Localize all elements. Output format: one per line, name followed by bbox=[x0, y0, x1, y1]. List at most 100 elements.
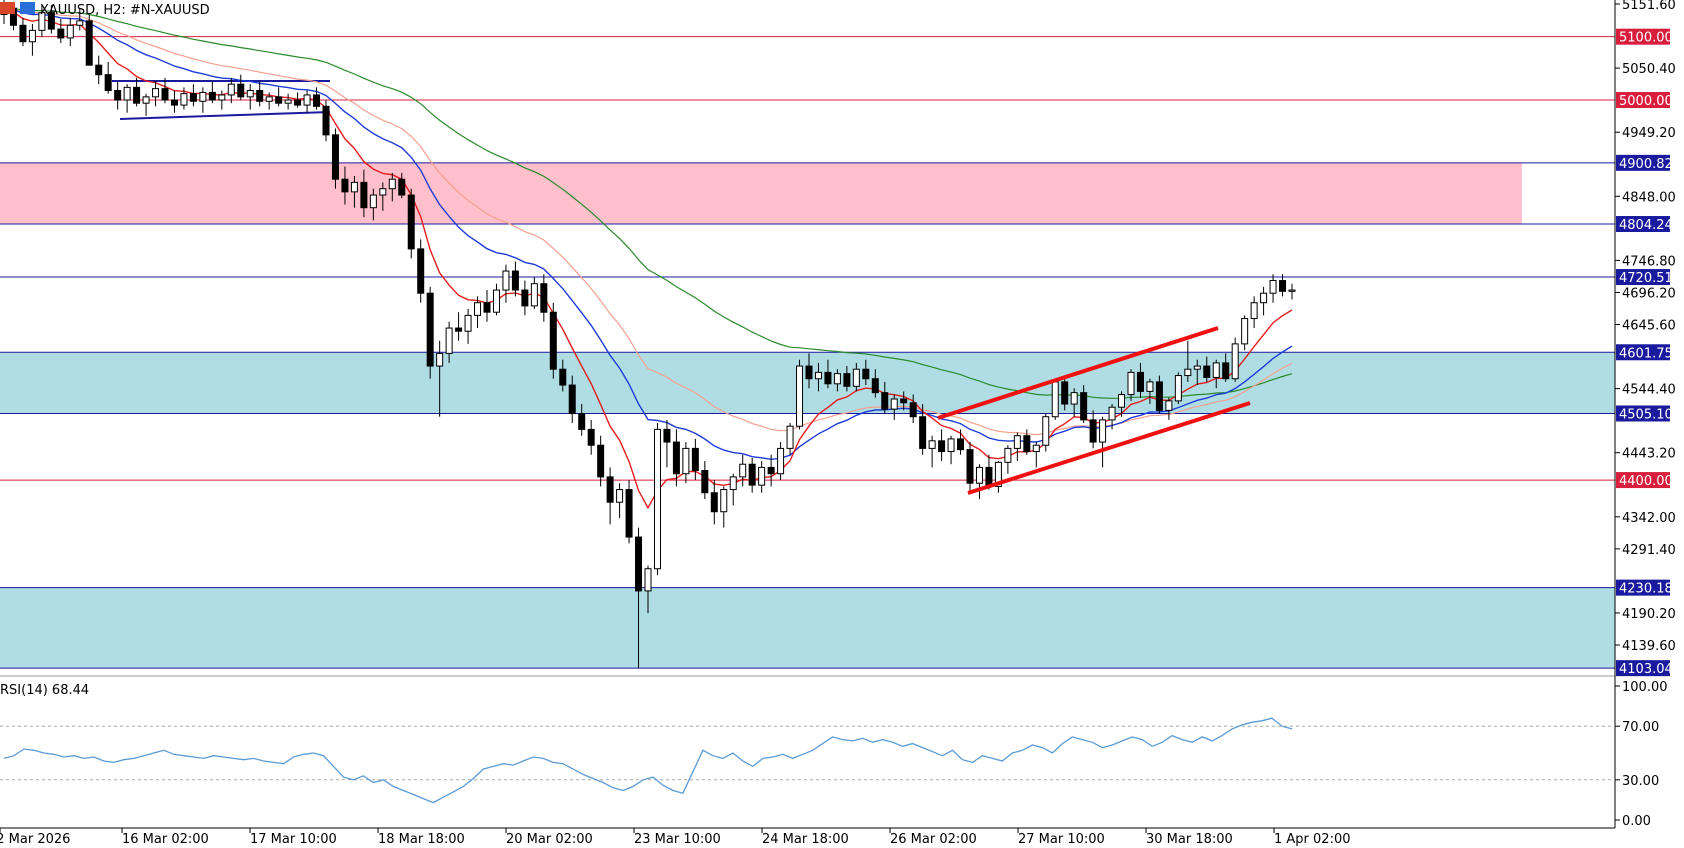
candle-body[interactable] bbox=[900, 398, 908, 404]
candle-body[interactable] bbox=[786, 425, 794, 449]
candle-body[interactable] bbox=[436, 352, 444, 367]
candle-body[interactable] bbox=[275, 96, 283, 104]
candle-body[interactable] bbox=[218, 94, 226, 101]
candle-body[interactable] bbox=[1269, 280, 1277, 294]
candle-body[interactable] bbox=[1279, 280, 1287, 292]
zone-support-2[interactable] bbox=[0, 587, 1615, 669]
candle-body[interactable] bbox=[170, 99, 178, 106]
candle-body[interactable] bbox=[294, 99, 302, 106]
candle-body[interactable] bbox=[180, 93, 188, 106]
candle-body[interactable] bbox=[474, 302, 482, 316]
candle-body[interactable] bbox=[1108, 406, 1116, 421]
candle-body[interactable] bbox=[710, 492, 718, 513]
candle-body[interactable] bbox=[341, 178, 349, 193]
candle-body[interactable] bbox=[265, 96, 273, 102]
candle-body[interactable] bbox=[1146, 381, 1154, 392]
candle-body[interactable] bbox=[1089, 419, 1097, 443]
candle-body[interactable] bbox=[1136, 371, 1144, 392]
candle-body[interactable] bbox=[417, 248, 425, 294]
candle-body[interactable] bbox=[208, 91, 216, 101]
candle-body[interactable] bbox=[606, 476, 614, 503]
candle-body[interactable] bbox=[843, 373, 851, 387]
candle-body[interactable] bbox=[1127, 371, 1135, 396]
box-bottom-line[interactable] bbox=[119, 111, 331, 120]
candle-body[interactable] bbox=[379, 188, 387, 196]
candle-body[interactable] bbox=[672, 441, 680, 475]
candle-body[interactable] bbox=[1032, 444, 1040, 453]
ma-red-line[interactable] bbox=[3, 7, 1293, 510]
candle-body[interactable] bbox=[313, 94, 321, 107]
candle-body[interactable] bbox=[511, 270, 519, 291]
zone-support-1[interactable] bbox=[0, 352, 1615, 414]
candle-body[interactable] bbox=[540, 283, 548, 313]
candle-body[interactable] bbox=[975, 466, 983, 484]
candle-body[interactable] bbox=[729, 476, 737, 491]
candle-body[interactable] bbox=[76, 20, 84, 26]
candle-body[interactable] bbox=[483, 302, 491, 313]
candle-body[interactable] bbox=[1231, 343, 1239, 380]
candle-body[interactable] bbox=[852, 368, 860, 387]
zone-resistance-0[interactable] bbox=[0, 162, 1522, 225]
candle-body[interactable] bbox=[388, 178, 396, 190]
candle-body[interactable] bbox=[919, 416, 927, 449]
candle-body[interactable] bbox=[748, 463, 756, 486]
candle-body[interactable] bbox=[720, 489, 728, 513]
candle-body[interactable] bbox=[57, 28, 65, 39]
candle-body[interactable] bbox=[824, 371, 832, 385]
candle-body[interactable] bbox=[966, 449, 974, 484]
candle-body[interactable] bbox=[47, 12, 55, 30]
candle-body[interactable] bbox=[1250, 302, 1258, 320]
candle-body[interactable] bbox=[66, 24, 74, 39]
candle-body[interactable] bbox=[114, 90, 122, 101]
candle-body[interactable] bbox=[871, 378, 879, 394]
candle-body[interactable] bbox=[994, 461, 1002, 487]
candle-body[interactable] bbox=[635, 536, 643, 592]
candle-body[interactable] bbox=[938, 440, 946, 453]
candle-body[interactable] bbox=[142, 96, 150, 104]
candle-body[interactable] bbox=[1212, 362, 1220, 378]
candle-body[interactable] bbox=[284, 99, 292, 104]
candle-body[interactable] bbox=[568, 384, 576, 415]
candle-body[interactable] bbox=[1155, 381, 1163, 411]
candle-body[interactable] bbox=[530, 283, 538, 307]
candle-body[interactable] bbox=[350, 181, 358, 193]
candle-body[interactable] bbox=[682, 447, 690, 475]
candle-body[interactable] bbox=[587, 428, 595, 446]
candle-body[interactable] bbox=[1193, 365, 1201, 370]
candle-body[interactable] bbox=[644, 568, 652, 592]
candle-body[interactable] bbox=[161, 88, 169, 101]
candle-body[interactable] bbox=[152, 88, 160, 98]
candle-body[interactable] bbox=[1099, 419, 1107, 443]
candle-body[interactable] bbox=[1288, 289, 1296, 292]
ma-blue-line[interactable] bbox=[3, 7, 1293, 461]
candle-body[interactable] bbox=[256, 90, 264, 102]
candle-body[interactable] bbox=[1061, 381, 1069, 405]
candle-body[interactable] bbox=[909, 402, 917, 418]
candle-body[interactable] bbox=[1070, 392, 1078, 405]
candle-body[interactable] bbox=[303, 94, 311, 106]
candle-body[interactable] bbox=[455, 327, 463, 332]
candle-body[interactable] bbox=[189, 93, 197, 102]
candle-body[interactable] bbox=[814, 371, 822, 380]
candle-body[interactable] bbox=[1222, 362, 1230, 380]
candle-body[interactable] bbox=[398, 178, 406, 196]
candle-body[interactable] bbox=[805, 365, 813, 380]
candle-body[interactable] bbox=[701, 470, 709, 494]
candle-body[interactable] bbox=[616, 489, 624, 503]
candle-body[interactable] bbox=[360, 181, 368, 209]
candle-body[interactable] bbox=[85, 20, 93, 66]
candle-body[interactable] bbox=[28, 29, 36, 43]
candle-body[interactable] bbox=[38, 12, 46, 31]
candle-body[interactable] bbox=[237, 83, 245, 98]
candle-body[interactable] bbox=[1004, 447, 1012, 463]
candle-body[interactable] bbox=[227, 83, 235, 96]
candle-body[interactable] bbox=[369, 194, 377, 209]
candle-body[interactable] bbox=[777, 447, 785, 475]
candle-body[interactable] bbox=[521, 289, 529, 307]
candle-body[interactable] bbox=[890, 398, 898, 410]
candle-body[interactable] bbox=[928, 440, 936, 449]
candle-body[interactable] bbox=[1174, 375, 1182, 402]
candle-body[interactable] bbox=[625, 489, 633, 538]
candle-body[interactable] bbox=[691, 447, 699, 472]
